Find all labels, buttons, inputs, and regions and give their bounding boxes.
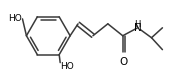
- Text: O: O: [120, 57, 128, 67]
- Text: H: H: [134, 20, 141, 29]
- Text: HO: HO: [9, 14, 22, 23]
- Text: N: N: [134, 23, 141, 33]
- Text: HO: HO: [60, 62, 74, 71]
